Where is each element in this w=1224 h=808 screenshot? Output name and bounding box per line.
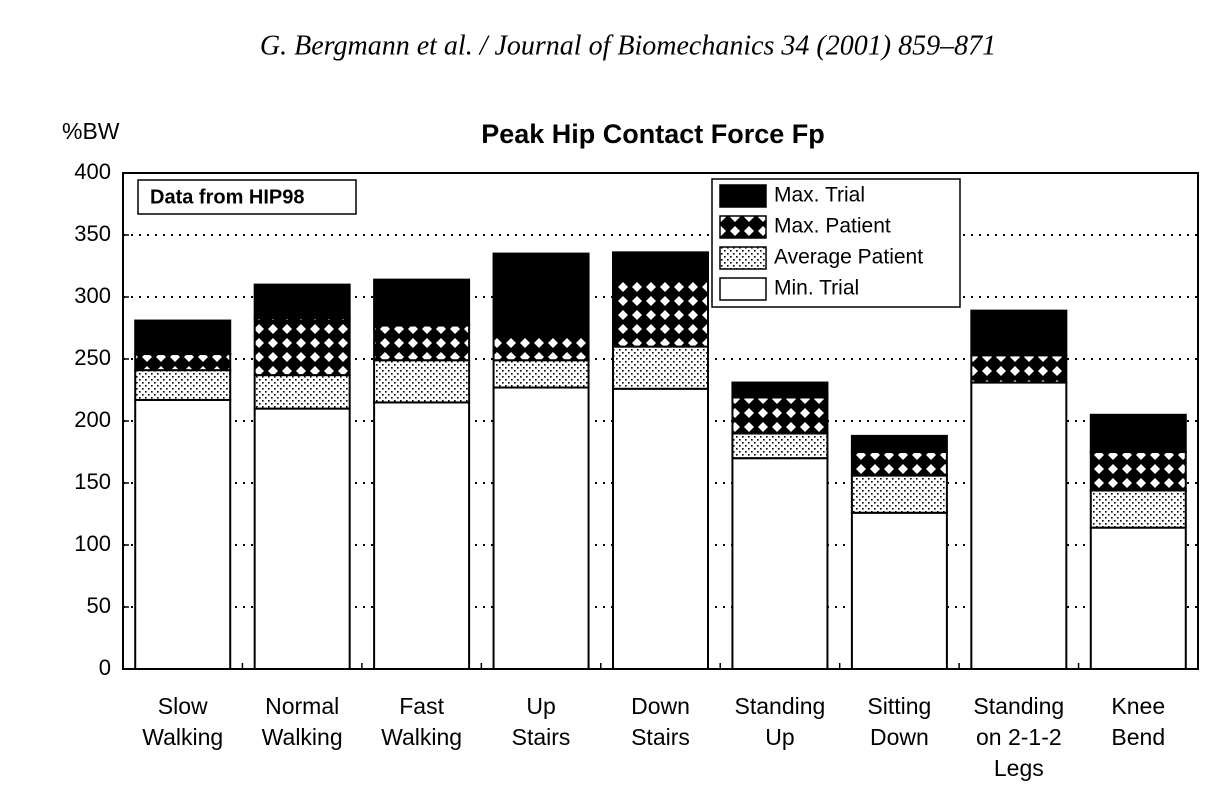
bar-segment bbox=[850, 434, 948, 454]
x-tick-label: Standing Up bbox=[734, 693, 826, 750]
bar-segment bbox=[373, 324, 471, 362]
y-tick-label: 50 bbox=[87, 593, 111, 618]
bar-segment bbox=[970, 381, 1068, 670]
page-header: G. Bergmann et al. / Journal of Biomecha… bbox=[260, 30, 996, 61]
bar-segment bbox=[492, 333, 590, 362]
bar-segment bbox=[492, 359, 590, 389]
bar-segment bbox=[1089, 413, 1187, 453]
bar-segment bbox=[731, 396, 829, 435]
x-tick-label: Slow Walking bbox=[142, 693, 224, 750]
bar-segment bbox=[134, 369, 232, 401]
x-tick-label: Fast Walking bbox=[381, 693, 463, 750]
bar-segment bbox=[612, 387, 709, 670]
y-tick-label: 200 bbox=[74, 407, 111, 432]
bar-segment bbox=[134, 353, 232, 372]
bar-segment bbox=[253, 407, 351, 670]
annotation-box bbox=[137, 179, 357, 215]
plot-frame bbox=[122, 172, 1199, 670]
legend-label: Max. Trial bbox=[774, 184, 865, 207]
y-tick-label: 150 bbox=[74, 469, 111, 494]
x-tick-label: Sitting Down bbox=[867, 693, 932, 750]
bar-segment bbox=[373, 278, 471, 327]
y-tick-label: 250 bbox=[74, 345, 111, 370]
bar-segment bbox=[731, 381, 829, 399]
bar-segment bbox=[612, 345, 709, 390]
bar-segment bbox=[1089, 451, 1187, 492]
bar-segment bbox=[850, 511, 948, 671]
bar-segment bbox=[373, 359, 471, 404]
y-tick-label: 100 bbox=[74, 531, 111, 556]
bar-segment bbox=[731, 457, 829, 671]
legend-label: Min. Trial bbox=[774, 277, 859, 300]
y-tick-label: 400 bbox=[74, 159, 111, 184]
y-tick-label: 0 bbox=[99, 655, 111, 680]
bar-segment bbox=[612, 277, 709, 348]
legend-swatch bbox=[719, 184, 767, 208]
x-tick-label: Up Stairs bbox=[511, 693, 571, 750]
legend-swatch bbox=[719, 246, 767, 270]
bar-segment bbox=[850, 451, 948, 477]
x-tick-label: Knee Bend bbox=[1111, 693, 1166, 750]
y-tick-label: 350 bbox=[74, 221, 111, 246]
bar-segment bbox=[970, 309, 1068, 357]
x-tick-label: Down Stairs bbox=[631, 693, 690, 750]
y-tick-label: 300 bbox=[74, 283, 111, 308]
bar-segment bbox=[731, 432, 829, 460]
bar-segment bbox=[1089, 526, 1187, 671]
x-tick-label: Normal Walking bbox=[261, 693, 343, 750]
annotation: Data from HIP98 bbox=[150, 186, 305, 208]
bar-segment bbox=[134, 319, 232, 356]
legend-swatch bbox=[719, 277, 767, 301]
bar-segment bbox=[373, 401, 471, 670]
bar-segment bbox=[253, 374, 351, 410]
legend-swatch bbox=[719, 215, 767, 239]
bar-segment bbox=[134, 398, 232, 670]
bar-segment bbox=[850, 474, 948, 514]
bar-segment bbox=[492, 252, 590, 336]
bar-segment bbox=[253, 283, 351, 320]
bar-segment bbox=[492, 386, 590, 670]
legend-label: Average Patient bbox=[774, 246, 923, 269]
chart-title: Peak Hip Contact Force Fp bbox=[481, 119, 825, 149]
x-tick-label: Standing on 2-1-2 Legs bbox=[973, 693, 1065, 781]
legend-label: Max. Patient bbox=[774, 215, 891, 238]
bar-segment bbox=[253, 317, 351, 377]
bar-segment bbox=[1089, 489, 1187, 529]
y-axis-label: %BW bbox=[62, 118, 120, 144]
bar-segment bbox=[970, 354, 1068, 384]
bar-segment bbox=[612, 251, 709, 280]
